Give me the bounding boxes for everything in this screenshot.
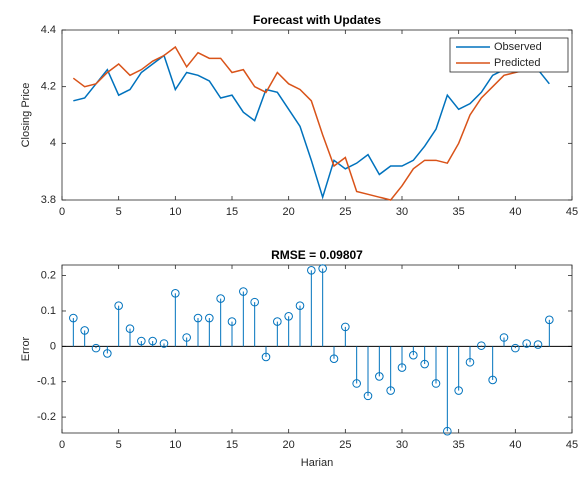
stem-marker	[182, 333, 191, 342]
stem-marker	[522, 339, 531, 348]
y-tick-label: 4	[50, 137, 56, 149]
x-tick-label: 5	[116, 439, 122, 451]
x-tick-label: 20	[283, 439, 295, 451]
y-tick-label: 0	[50, 340, 56, 352]
x-tick-label: 40	[509, 439, 521, 451]
y-axis-label: Error	[20, 336, 32, 361]
y-axis-label: Closing Price	[20, 83, 32, 148]
plot-area	[61, 264, 573, 434]
stem-marker	[488, 375, 497, 385]
stem-marker	[239, 287, 248, 296]
y-tick-label: -0.1	[37, 376, 56, 388]
stem-marker	[341, 322, 350, 332]
stem-marker	[69, 313, 78, 323]
x-tick-label: 30	[396, 439, 408, 451]
x-tick-label: 35	[453, 206, 465, 218]
stem-marker	[511, 343, 520, 353]
x-tick-label: 25	[339, 206, 351, 218]
stem-marker	[216, 294, 225, 303]
x-tick-label: 0	[59, 206, 65, 218]
legend-box	[449, 37, 569, 73]
stem-marker	[477, 341, 486, 350]
x-axis-label: Harian	[301, 457, 333, 469]
y-tick-label: 0.1	[41, 305, 56, 317]
chart-title: Forecast with Updates	[253, 13, 381, 27]
x-tick-label: 10	[169, 206, 181, 218]
stem-marker	[148, 336, 157, 346]
stem-marker	[431, 379, 441, 388]
y-tick-label: 0.2	[41, 270, 56, 282]
x-tick-label: 15	[226, 206, 238, 218]
stem-marker	[125, 324, 135, 333]
stem-marker	[307, 266, 316, 275]
series-line	[72, 45, 550, 201]
stem-marker	[205, 313, 214, 323]
x-tick-label: 45	[566, 206, 578, 218]
legend-label: Predicted	[494, 57, 540, 69]
stem-marker	[545, 315, 554, 325]
x-tick-label: 15	[226, 439, 238, 451]
stem-marker	[375, 372, 384, 381]
stem-marker	[363, 391, 373, 401]
stem-marker	[329, 354, 339, 364]
stem-marker	[250, 297, 259, 307]
stem-marker	[397, 363, 407, 372]
stem-marker	[114, 301, 123, 310]
legend-label: Observed	[494, 41, 542, 53]
stem-marker	[103, 349, 112, 358]
x-tick-label: 35	[453, 439, 465, 451]
stem-marker	[261, 352, 271, 362]
stem-marker	[227, 317, 237, 326]
x-tick-label: 25	[339, 439, 351, 451]
series-line	[73, 54, 550, 200]
y-tick-label: -0.2	[37, 411, 56, 423]
stem-marker	[420, 359, 429, 369]
stem-marker	[465, 357, 475, 367]
stem-marker	[533, 340, 543, 349]
stem-marker	[409, 350, 418, 360]
y-tick-label: 4.2	[41, 81, 56, 93]
stem-marker	[386, 386, 395, 395]
stem-marker	[193, 313, 203, 323]
stem-marker	[318, 264, 327, 273]
x-tick-label: 0	[59, 439, 65, 451]
stem-marker	[295, 301, 305, 310]
stem-marker	[352, 379, 361, 388]
y-tick-label: 4.4	[41, 24, 56, 36]
stem-marker	[499, 333, 509, 342]
stem-marker	[454, 386, 463, 395]
x-tick-label: 45	[566, 439, 578, 451]
x-tick-label: 40	[509, 206, 521, 218]
stem-marker	[273, 317, 282, 326]
x-tick-label: 10	[169, 439, 181, 451]
x-tick-label: 20	[283, 206, 295, 218]
stem-marker	[159, 339, 169, 348]
stem-marker	[284, 311, 293, 321]
x-tick-label: 30	[396, 206, 408, 218]
stem-marker	[443, 426, 452, 436]
stem-marker	[91, 343, 101, 353]
stem-marker	[80, 326, 89, 335]
y-tick-label: 3.8	[41, 194, 56, 206]
stem-marker	[171, 288, 180, 298]
stem-marker	[137, 336, 146, 346]
chart-title: RMSE = 0.09807	[271, 248, 363, 262]
x-tick-label: 5	[116, 206, 122, 218]
